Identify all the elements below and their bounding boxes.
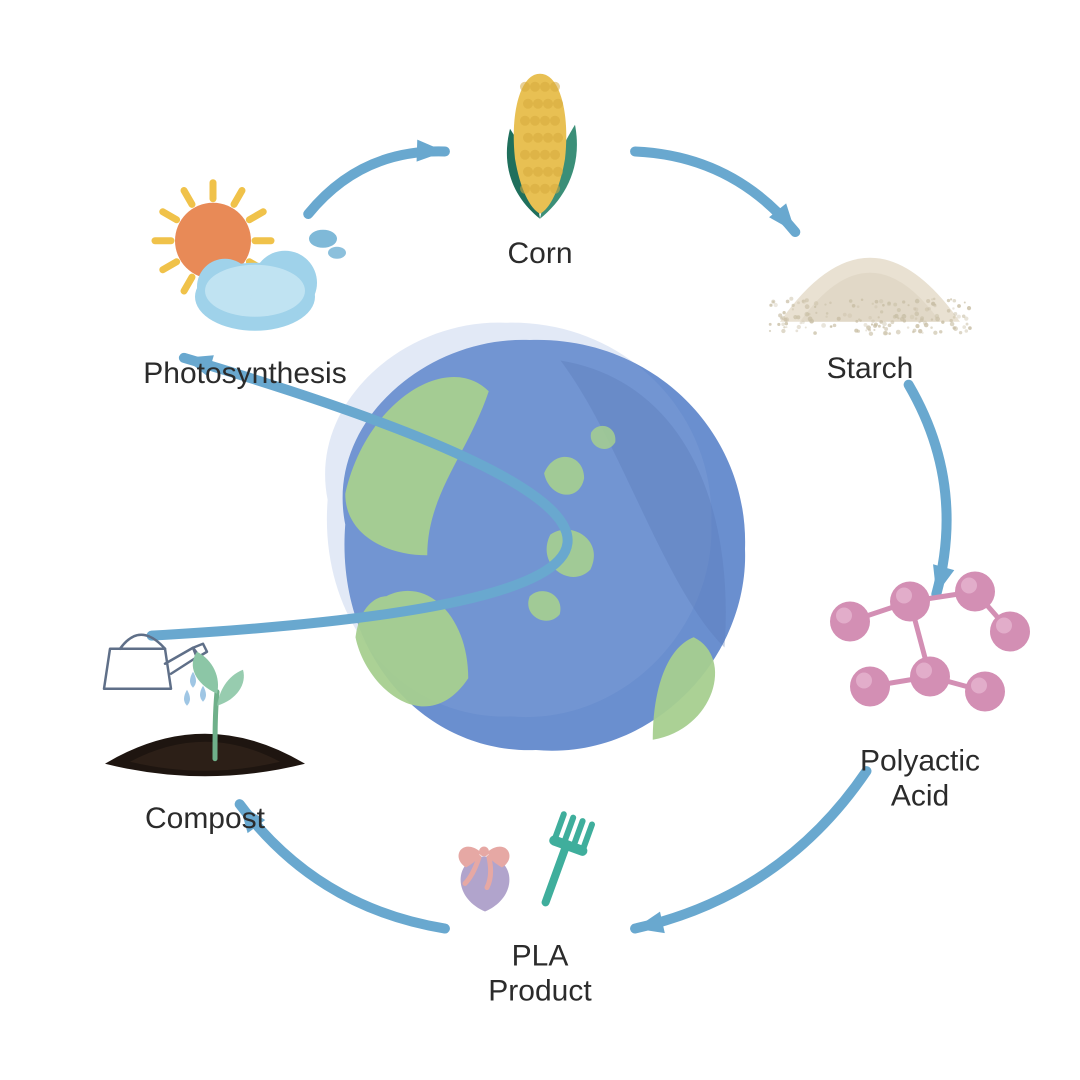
cycle-arrow bbox=[909, 385, 947, 594]
cycle-node-corn: Corn bbox=[475, 59, 605, 272]
cycle-node-polyactic: Polyactic Acid bbox=[810, 567, 1030, 814]
cycle-node-compost: Compost bbox=[75, 594, 335, 837]
pla-product-icon bbox=[425, 802, 655, 932]
pla-cycle-diagram: Corn Starch Polyactic Acid PLA Product Com… bbox=[0, 0, 1080, 1080]
cycle-node-pla_product: PLA Product bbox=[425, 802, 655, 1009]
cycle-node-starch: Starch bbox=[760, 204, 980, 387]
molecule-icon bbox=[810, 567, 1030, 737]
cycle-arrow-head bbox=[417, 140, 445, 162]
cycle-node-label: Photosynthesis bbox=[143, 357, 346, 392]
cycle-node-label: Compost bbox=[145, 802, 265, 837]
corn-icon bbox=[475, 59, 605, 229]
cycle-node-label: Corn bbox=[507, 237, 572, 272]
cycle-node-label: Polyactic Acid bbox=[860, 745, 980, 814]
sun-cloud-icon bbox=[135, 179, 355, 349]
cycle-node-photosynthesis: Photosynthesis bbox=[135, 179, 355, 392]
cycle-node-label: PLA Product bbox=[488, 940, 591, 1009]
starch-icon bbox=[760, 204, 980, 344]
cycle-node-label: Starch bbox=[827, 352, 914, 387]
compost-icon bbox=[75, 594, 335, 794]
